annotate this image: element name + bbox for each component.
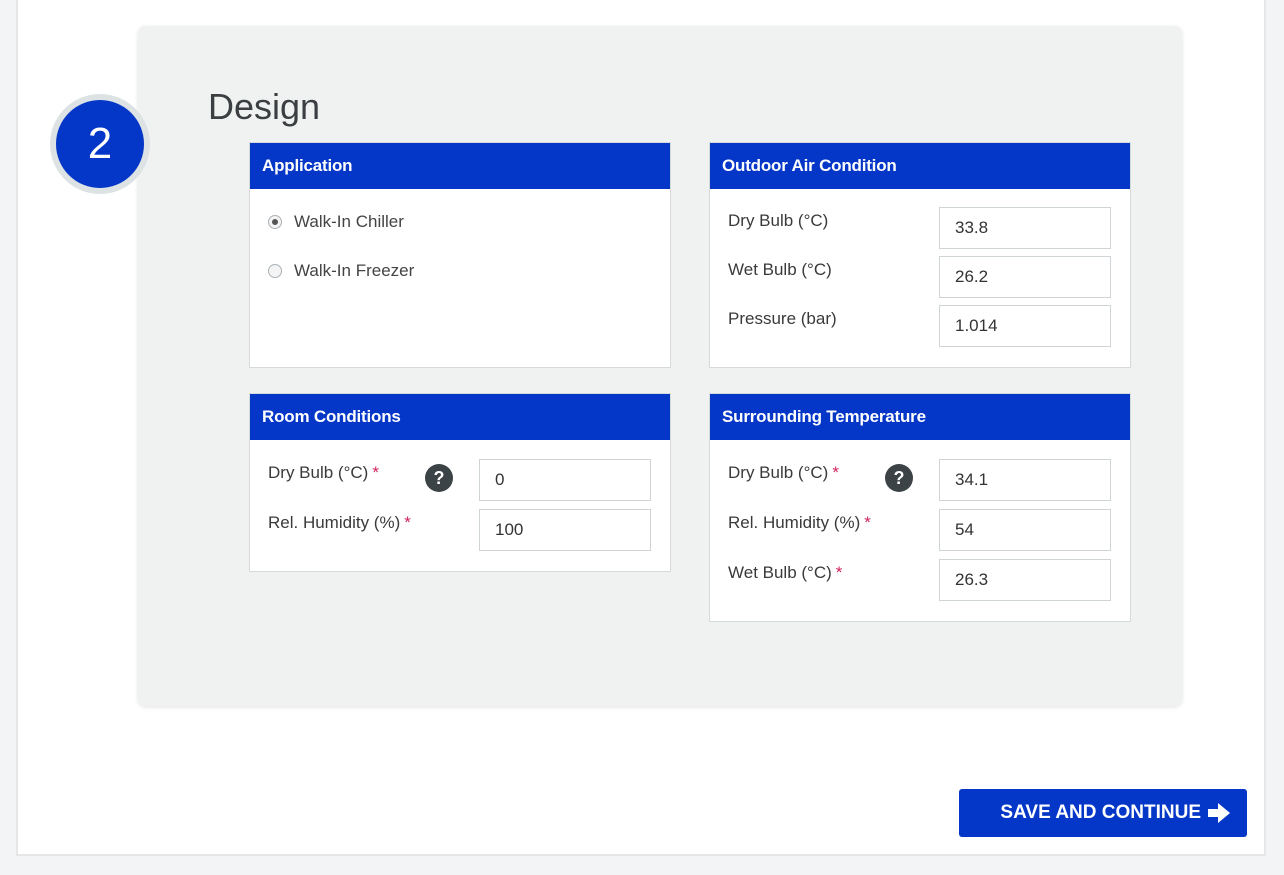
outdoor-air-panel-header: Outdoor Air Condition — [710, 143, 1130, 189]
surrounding-humidity-row: Rel. Humidity (%) * — [710, 509, 1130, 559]
save-button-label: SAVE AND CONTINUE — [1000, 802, 1201, 823]
section-title: Design — [208, 86, 321, 127]
outdoor-pressure-row: Pressure (bar) — [710, 305, 1130, 355]
required-asterisk: * — [835, 563, 843, 582]
application-panel: Application Walk-In Chiller Walk-In Free… — [249, 142, 671, 368]
outdoor-dry-bulb-row: Dry Bulb (°C) — [710, 207, 1130, 257]
field-label: Dry Bulb (°C) — [728, 211, 829, 230]
room-humidity-input[interactable] — [479, 509, 651, 551]
outdoor-pressure-input[interactable] — [939, 305, 1111, 347]
field-label: Dry Bulb (°C) * — [268, 463, 379, 483]
outdoor-air-panel: Outdoor Air Condition Dry Bulb (°C) Wet … — [709, 142, 1131, 368]
field-label-text: Dry Bulb (°C) — [728, 463, 829, 482]
outdoor-wet-bulb-row: Wet Bulb (°C) — [710, 256, 1130, 306]
save-and-continue-button[interactable]: SAVE AND CONTINUE — [959, 789, 1247, 837]
arrow-right-icon — [1207, 802, 1231, 824]
surrounding-temperature-panel-header: Surrounding Temperature — [710, 394, 1130, 440]
field-label-text: Rel. Humidity (%) — [268, 513, 401, 532]
required-asterisk: * — [832, 463, 839, 482]
radio-walk-in-chiller[interactable]: Walk-In Chiller — [250, 197, 670, 246]
application-panel-header: Application — [250, 143, 670, 189]
surrounding-dry-bulb-input[interactable] — [939, 459, 1111, 501]
room-conditions-panel-header: Room Conditions — [250, 394, 670, 440]
field-label-text: Dry Bulb (°C) — [268, 463, 369, 482]
question-circle-icon[interactable]: ? — [425, 464, 453, 492]
field-label-text: Wet Bulb (°C) — [728, 563, 832, 582]
required-asterisk: * — [864, 513, 871, 532]
field-label-text: Rel. Humidity (%) — [728, 513, 861, 532]
room-dry-bulb-input[interactable] — [479, 459, 651, 501]
surrounding-wet-bulb-input[interactable] — [939, 559, 1111, 601]
required-asterisk: * — [404, 513, 411, 532]
radio-walk-in-freezer[interactable]: Walk-In Freezer — [250, 246, 670, 295]
field-label: Rel. Humidity (%) * — [728, 513, 871, 533]
field-label: Wet Bulb (°C) * — [728, 563, 842, 583]
room-humidity-row: Rel. Humidity (%) * — [250, 509, 670, 559]
surrounding-dry-bulb-row: Dry Bulb (°C) * ? — [710, 459, 1130, 509]
outdoor-dry-bulb-input[interactable] — [939, 207, 1111, 249]
radio-label: Walk-In Freezer — [294, 260, 415, 280]
surrounding-humidity-input[interactable] — [939, 509, 1111, 551]
radio-button[interactable] — [268, 263, 282, 278]
field-label: Wet Bulb (°C) — [728, 260, 832, 279]
surrounding-wet-bulb-row: Wet Bulb (°C) * — [710, 559, 1130, 609]
field-label: Rel. Humidity (%) * — [268, 513, 411, 533]
radio-button-checked[interactable] — [268, 214, 282, 229]
room-conditions-panel: Room Conditions Dry Bulb (°C)* ? Rel. Hu… — [249, 393, 671, 572]
field-label: Pressure (bar) — [728, 309, 837, 328]
radio-label: Walk-In Chiller — [294, 211, 404, 231]
question-circle-icon[interactable]: ? — [885, 464, 913, 492]
surrounding-temperature-panel: Surrounding Temperature Dry Bulb (°C) * ?… — [709, 393, 1131, 622]
step-number: 2 — [56, 100, 144, 188]
step-number-badge: 2 — [50, 94, 150, 194]
required-asterisk: * — [372, 463, 379, 482]
field-label: Dry Bulb (°C) * — [728, 463, 839, 483]
outdoor-wet-bulb-input[interactable] — [939, 256, 1111, 298]
room-dry-bulb-row: Dry Bulb (°C) * ? — [250, 459, 670, 509]
